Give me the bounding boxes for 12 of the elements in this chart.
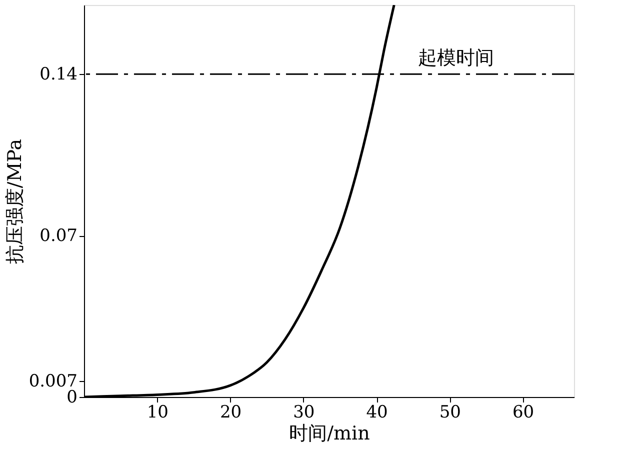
y-tick-label: 0.14 <box>40 64 78 85</box>
x-tick-label: 20 <box>220 402 242 422</box>
ref-line-label: 起模时间 <box>418 47 494 70</box>
x-tick-label: 60 <box>512 402 534 422</box>
x-tick-label: 30 <box>293 402 315 422</box>
y-tick-label: 0 <box>66 388 78 408</box>
y-tick-label: 0.07 <box>40 226 78 246</box>
x-axis-title: 时间/min <box>289 422 370 444</box>
x-tick-label: 50 <box>439 402 461 422</box>
x-tick-label: 10 <box>146 402 168 422</box>
y-axis-title: 抗压强度/MPa <box>4 138 26 264</box>
x-tick-label: 40 <box>366 402 388 422</box>
